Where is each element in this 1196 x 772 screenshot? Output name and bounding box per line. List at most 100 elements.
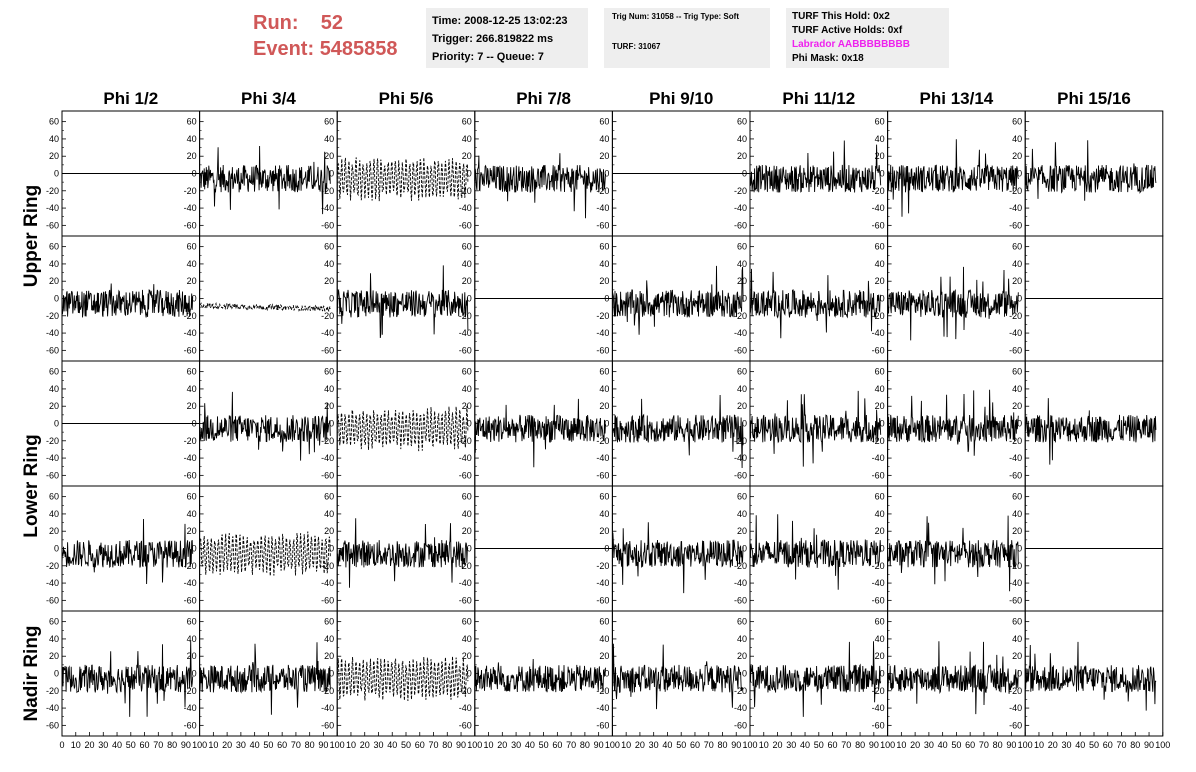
- y-tick-label: 60: [324, 117, 334, 127]
- x-tick-label: 10: [484, 740, 494, 750]
- y-tick-label: 40: [187, 509, 197, 519]
- y-tick-label: -60: [321, 595, 334, 605]
- y-tick-label: 20: [737, 651, 747, 661]
- phi-column-label: Phi 11/12: [782, 89, 855, 108]
- y-tick-label: -20: [596, 186, 609, 196]
- y-tick-label: 60: [187, 492, 197, 502]
- y-tick-label: 20: [187, 651, 197, 661]
- waveform-line: [199, 531, 331, 577]
- x-tick-label: 10: [1034, 740, 1044, 750]
- y-tick-label: 0: [1017, 169, 1022, 179]
- panel-frame: [336, 360, 476, 487]
- x-tick-label: 80: [305, 740, 315, 750]
- y-tick-label: -40: [459, 453, 472, 463]
- x-tick-label: 70: [979, 740, 989, 750]
- x-tick-label: 60: [828, 740, 838, 750]
- x-tick-label: 100: [1018, 740, 1033, 750]
- ring-label: Nadir Ring: [21, 625, 42, 721]
- y-tick-label: -60: [459, 345, 472, 355]
- y-tick-label: 0: [192, 544, 197, 554]
- y-tick-label: -20: [872, 561, 885, 571]
- y-tick-label: 60: [324, 492, 334, 502]
- y-tick-label: 20: [462, 651, 472, 661]
- y-tick-label: 60: [599, 367, 609, 377]
- panel-frame: [336, 110, 476, 237]
- y-tick-label: 60: [737, 367, 747, 377]
- ring-label: Lower Ring: [21, 434, 42, 537]
- x-tick-label: 10: [896, 740, 906, 750]
- y-tick-label: -40: [184, 203, 197, 213]
- y-tick-label: 20: [324, 276, 334, 286]
- y-tick-label: 60: [599, 492, 609, 502]
- y-tick-label: -60: [1009, 470, 1022, 480]
- y-tick-label: 60: [1012, 492, 1022, 502]
- y-tick-label: 60: [462, 492, 472, 502]
- x-tick-label: 50: [1089, 740, 1099, 750]
- y-tick-label: 60: [737, 117, 747, 127]
- phi-column-label: Phi 13/14: [920, 89, 994, 108]
- turf-active-holds: TURF Active Holds: 0xf: [792, 25, 903, 36]
- y-tick-label: -20: [321, 186, 334, 196]
- y-tick-label: -20: [734, 686, 747, 696]
- y-tick-label: 60: [1012, 367, 1022, 377]
- x-tick-label: 100: [605, 740, 620, 750]
- y-tick-label: 20: [599, 401, 609, 411]
- y-tick-label: -40: [596, 703, 609, 713]
- y-tick-label: -60: [459, 220, 472, 230]
- x-tick-label: 20: [360, 740, 370, 750]
- y-tick-label: -60: [459, 470, 472, 480]
- y-tick-label: -20: [459, 686, 472, 696]
- y-tick-label: 60: [324, 242, 334, 252]
- y-tick-label: -60: [872, 220, 885, 230]
- y-tick-label: -60: [321, 345, 334, 355]
- x-tick-label: 90: [594, 740, 604, 750]
- y-tick-label: 40: [462, 509, 472, 519]
- y-tick-label: 20: [324, 151, 334, 161]
- waveform-line: [199, 642, 331, 715]
- y-tick-label: -60: [46, 595, 59, 605]
- y-tick-label: -20: [459, 311, 472, 321]
- turf-text: TURF: 31067: [612, 42, 661, 51]
- y-tick-label: -20: [46, 686, 59, 696]
- y-tick-label: 40: [49, 634, 59, 644]
- waveform-line: [474, 153, 606, 219]
- y-tick-label: -20: [321, 311, 334, 321]
- x-tick-label: 20: [1048, 740, 1058, 750]
- y-tick-label: 0: [192, 294, 197, 304]
- x-tick-label: 0: [59, 740, 64, 750]
- waveform-line: [749, 140, 882, 193]
- y-tick-label: -20: [596, 311, 609, 321]
- y-tick-label: 40: [737, 384, 747, 394]
- y-tick-label: -40: [596, 578, 609, 588]
- y-tick-label: -40: [321, 578, 334, 588]
- waveform-line: [474, 658, 606, 693]
- y-tick-label: 60: [737, 617, 747, 627]
- y-tick-label: 40: [1012, 259, 1022, 269]
- y-tick-label: -60: [596, 345, 609, 355]
- y-tick-label: -60: [184, 470, 197, 480]
- x-tick-label: 70: [291, 740, 301, 750]
- y-tick-label: 60: [49, 117, 59, 127]
- y-tick-label: 20: [599, 651, 609, 661]
- y-tick-label: 60: [875, 617, 885, 627]
- x-tick-label: 60: [1103, 740, 1113, 750]
- y-tick-label: 20: [187, 276, 197, 286]
- x-tick-label: 100: [192, 740, 207, 750]
- y-tick-label: -40: [321, 203, 334, 213]
- waveform-line: [1024, 140, 1157, 201]
- y-tick-label: 60: [324, 617, 334, 627]
- y-tick-label: 40: [737, 259, 747, 269]
- x-tick-label: 100: [880, 740, 895, 750]
- y-tick-label: 60: [1012, 117, 1022, 127]
- y-tick-label: 0: [192, 669, 197, 679]
- y-tick-label: 60: [187, 617, 197, 627]
- y-tick-label: -20: [596, 686, 609, 696]
- x-tick-label: 50: [401, 740, 411, 750]
- x-tick-label: 30: [924, 740, 934, 750]
- y-tick-label: -60: [872, 470, 885, 480]
- y-tick-label: -20: [459, 186, 472, 196]
- x-tick-label: 30: [1061, 740, 1071, 750]
- x-tick-label: 50: [126, 740, 136, 750]
- y-tick-label: -20: [46, 436, 59, 446]
- waveform-line: [887, 515, 1019, 592]
